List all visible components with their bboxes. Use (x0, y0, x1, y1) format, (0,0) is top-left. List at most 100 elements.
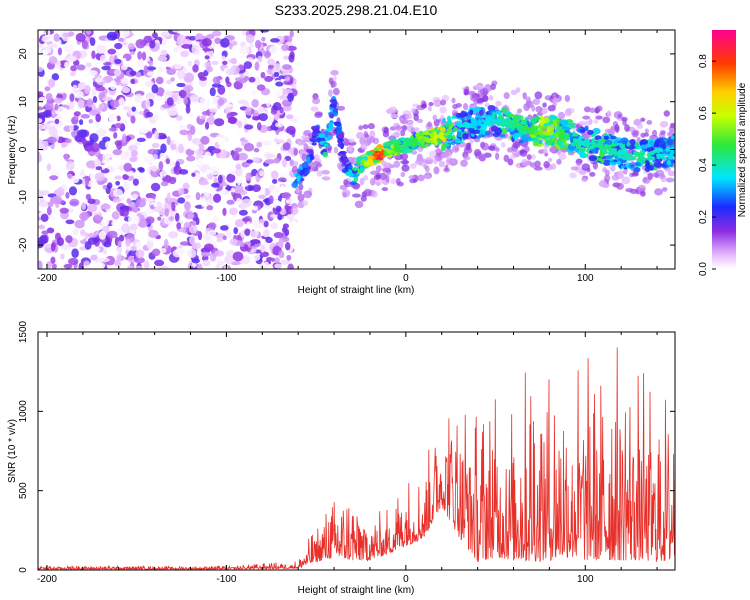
noise-blob (154, 111, 159, 122)
ridge-blob (296, 175, 301, 182)
noise-blob (283, 55, 289, 60)
noise-blob (151, 248, 161, 257)
noise-blob (53, 33, 60, 42)
noise-blob (289, 159, 295, 167)
noise-blob (123, 162, 133, 172)
noise-blob (226, 199, 235, 205)
ridge-peak (499, 118, 506, 122)
noise-blob (125, 37, 136, 44)
noise-blob (145, 131, 153, 139)
halo-blob (293, 160, 299, 167)
halo-blob (569, 172, 577, 179)
halo-blob (379, 172, 387, 180)
ridge-blob (538, 139, 543, 144)
noise-blob (132, 205, 139, 213)
snr-y-ticks: 0 500 1000 1500 (18, 320, 675, 573)
ridge-blob (329, 120, 334, 124)
noise-blob (284, 155, 292, 162)
halo-blob (631, 172, 639, 177)
noise-blob (251, 156, 261, 164)
ridge-blob (487, 105, 496, 112)
halo-blob (370, 177, 376, 186)
ridge-peak (538, 129, 544, 133)
halo-blob (564, 94, 571, 102)
halo-blob (616, 182, 624, 190)
noise-blob (234, 147, 243, 153)
ridge-peak (486, 116, 493, 121)
ridge-blob (512, 115, 519, 122)
halo-blob (293, 148, 298, 156)
noise-blob (102, 249, 108, 255)
noise-blob (69, 124, 74, 133)
halo-blob (643, 176, 648, 183)
halo-blob (531, 154, 536, 160)
y-tick-label: 0 (18, 146, 29, 152)
halo-blob (510, 89, 518, 96)
noise-blob (47, 43, 52, 54)
noise-blob (281, 44, 290, 52)
ridge-blob (584, 125, 589, 132)
ridge-blob (499, 134, 506, 138)
halo-blob (525, 96, 531, 102)
noise-blob (130, 150, 139, 157)
noise-blob (273, 86, 283, 97)
ridge-peak (526, 126, 530, 132)
halo-blob (400, 171, 406, 178)
ridge-blob (666, 159, 672, 166)
halo-blob (503, 154, 510, 163)
halo-blob (507, 158, 514, 166)
ridge-blob (572, 124, 577, 129)
noise-blob (113, 132, 118, 139)
noise-blob (275, 81, 284, 87)
noise-blob (146, 71, 155, 77)
spectrogram-heatmap (38, 30, 675, 269)
ridge-blob (344, 164, 349, 171)
noise-blob (158, 66, 164, 73)
halo-blob (667, 170, 675, 177)
halo-blob (602, 183, 610, 189)
noise-blob (174, 212, 180, 222)
noise-blob (238, 209, 248, 216)
halo-blob (354, 200, 364, 209)
noise-blob (222, 235, 227, 241)
halo-blob (465, 142, 471, 150)
noise-blob (200, 135, 210, 145)
noise-blob (146, 239, 154, 250)
noise-blob (157, 189, 164, 200)
noise-blob (201, 110, 211, 116)
noise-blob (254, 39, 262, 49)
ridge-peak (591, 140, 596, 146)
noise-blob (113, 68, 122, 77)
ridge-blob (345, 171, 351, 176)
ridge-blob (329, 104, 337, 108)
noise-blob (102, 184, 108, 190)
noise-blob (51, 263, 57, 269)
noise-blob (214, 118, 225, 127)
y-tick-label: 10 (18, 96, 29, 108)
x-tick-label: -200 (37, 574, 57, 585)
ridge-blob (655, 157, 663, 163)
noise-blob (173, 165, 179, 172)
noise-blob (127, 265, 134, 269)
noise-blob (199, 76, 207, 81)
noise-blob (197, 263, 203, 269)
ridge-blob (640, 144, 649, 149)
halo-blob (291, 165, 298, 174)
halo-blob (363, 188, 372, 197)
noise-blob (181, 43, 192, 49)
noise-blob (204, 210, 216, 218)
ridge-blob (634, 162, 642, 166)
noise-blob (155, 95, 162, 101)
noise-blob (159, 170, 167, 177)
noise-blob (81, 39, 89, 49)
ridge-blob (484, 131, 491, 136)
ridge-blob (633, 167, 641, 173)
halo-blob (509, 154, 516, 160)
noise-blob (63, 263, 73, 269)
noise-blob (115, 246, 127, 255)
noise-blob (130, 78, 136, 84)
noise-blob (122, 57, 127, 67)
ridge-blob (478, 109, 484, 116)
snr-frame (37, 331, 676, 571)
noise-blob (50, 242, 56, 252)
